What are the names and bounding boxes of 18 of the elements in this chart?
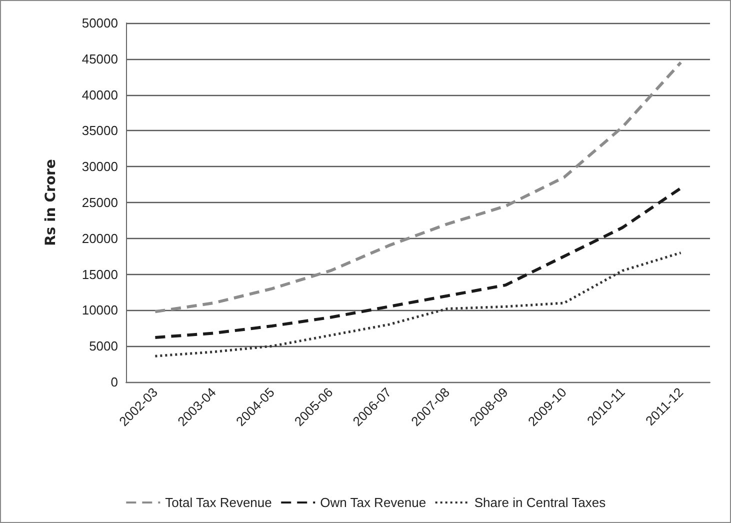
y-axis-title: Rs in Crore <box>43 159 59 246</box>
y-tick-label: 5000 <box>89 338 118 354</box>
y-tick-label: 50000 <box>82 16 118 30</box>
y-tick-label: 25000 <box>82 195 118 210</box>
legend-label: Share in Central Taxes <box>474 495 606 510</box>
y-tick-label: 35000 <box>82 123 118 138</box>
line-series <box>154 252 682 358</box>
line-series <box>154 60 682 314</box>
y-tick-label: 45000 <box>82 51 118 66</box>
y-tick-label: 20000 <box>82 230 118 246</box>
y-tick-label: 30000 <box>82 159 118 174</box>
legend-label: Total Tax Revenue <box>165 495 272 510</box>
legend-label: Own Tax Revenue <box>320 495 426 510</box>
y-tick-label: 40000 <box>82 87 118 102</box>
line-series <box>154 186 682 339</box>
y-tick-label: 0 <box>110 374 118 390</box>
y-tick-label: 15000 <box>82 266 118 282</box>
y-tick-label: 10000 <box>82 302 118 318</box>
